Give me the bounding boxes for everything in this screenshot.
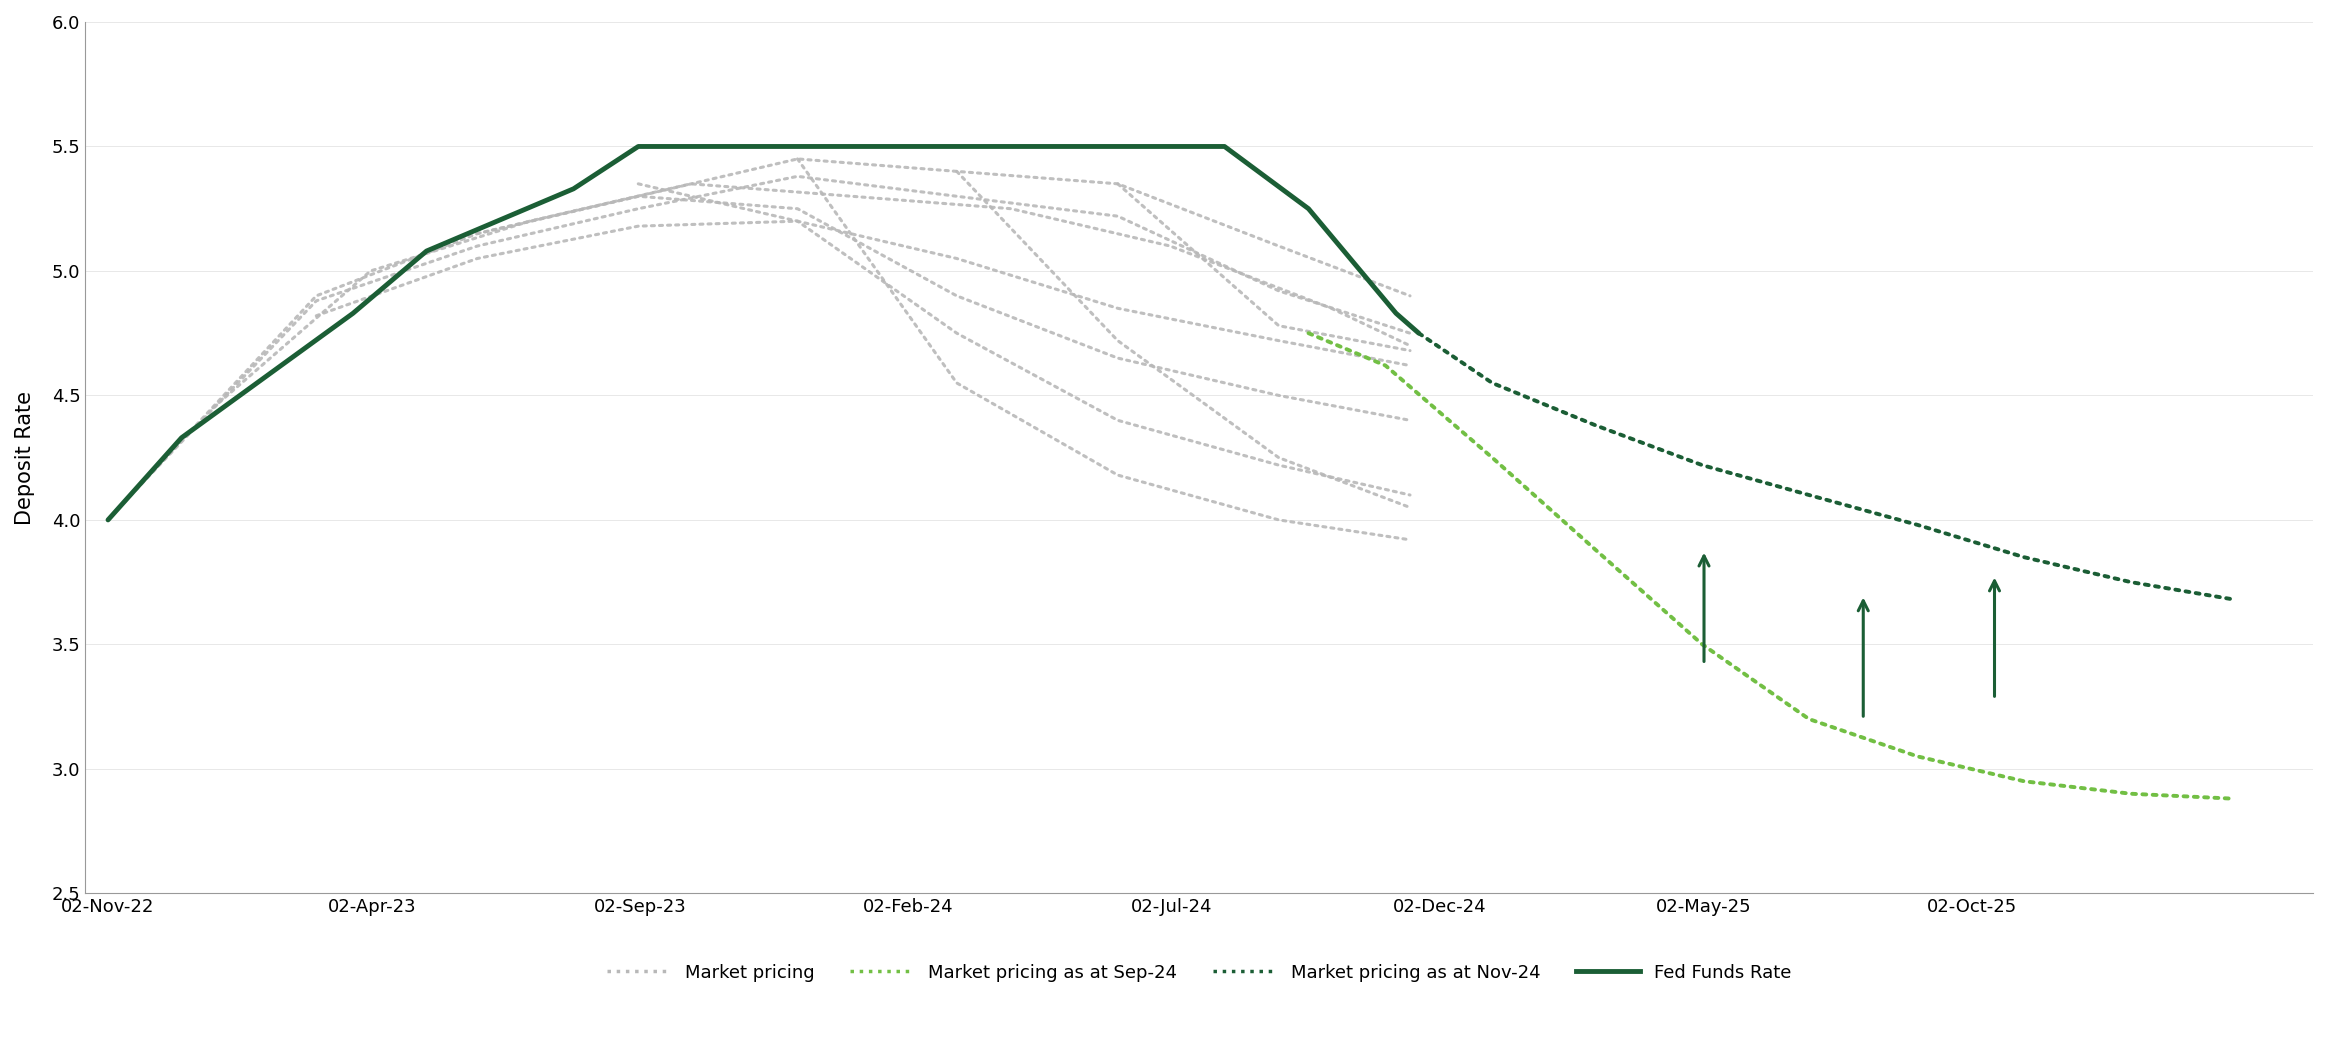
Y-axis label: Deposit Rate: Deposit Rate — [14, 390, 35, 525]
Legend: Market pricing, Market pricing as at Sep-24, Market pricing as at Nov-24, Fed Fu: Market pricing, Market pricing as at Sep… — [601, 956, 1800, 989]
